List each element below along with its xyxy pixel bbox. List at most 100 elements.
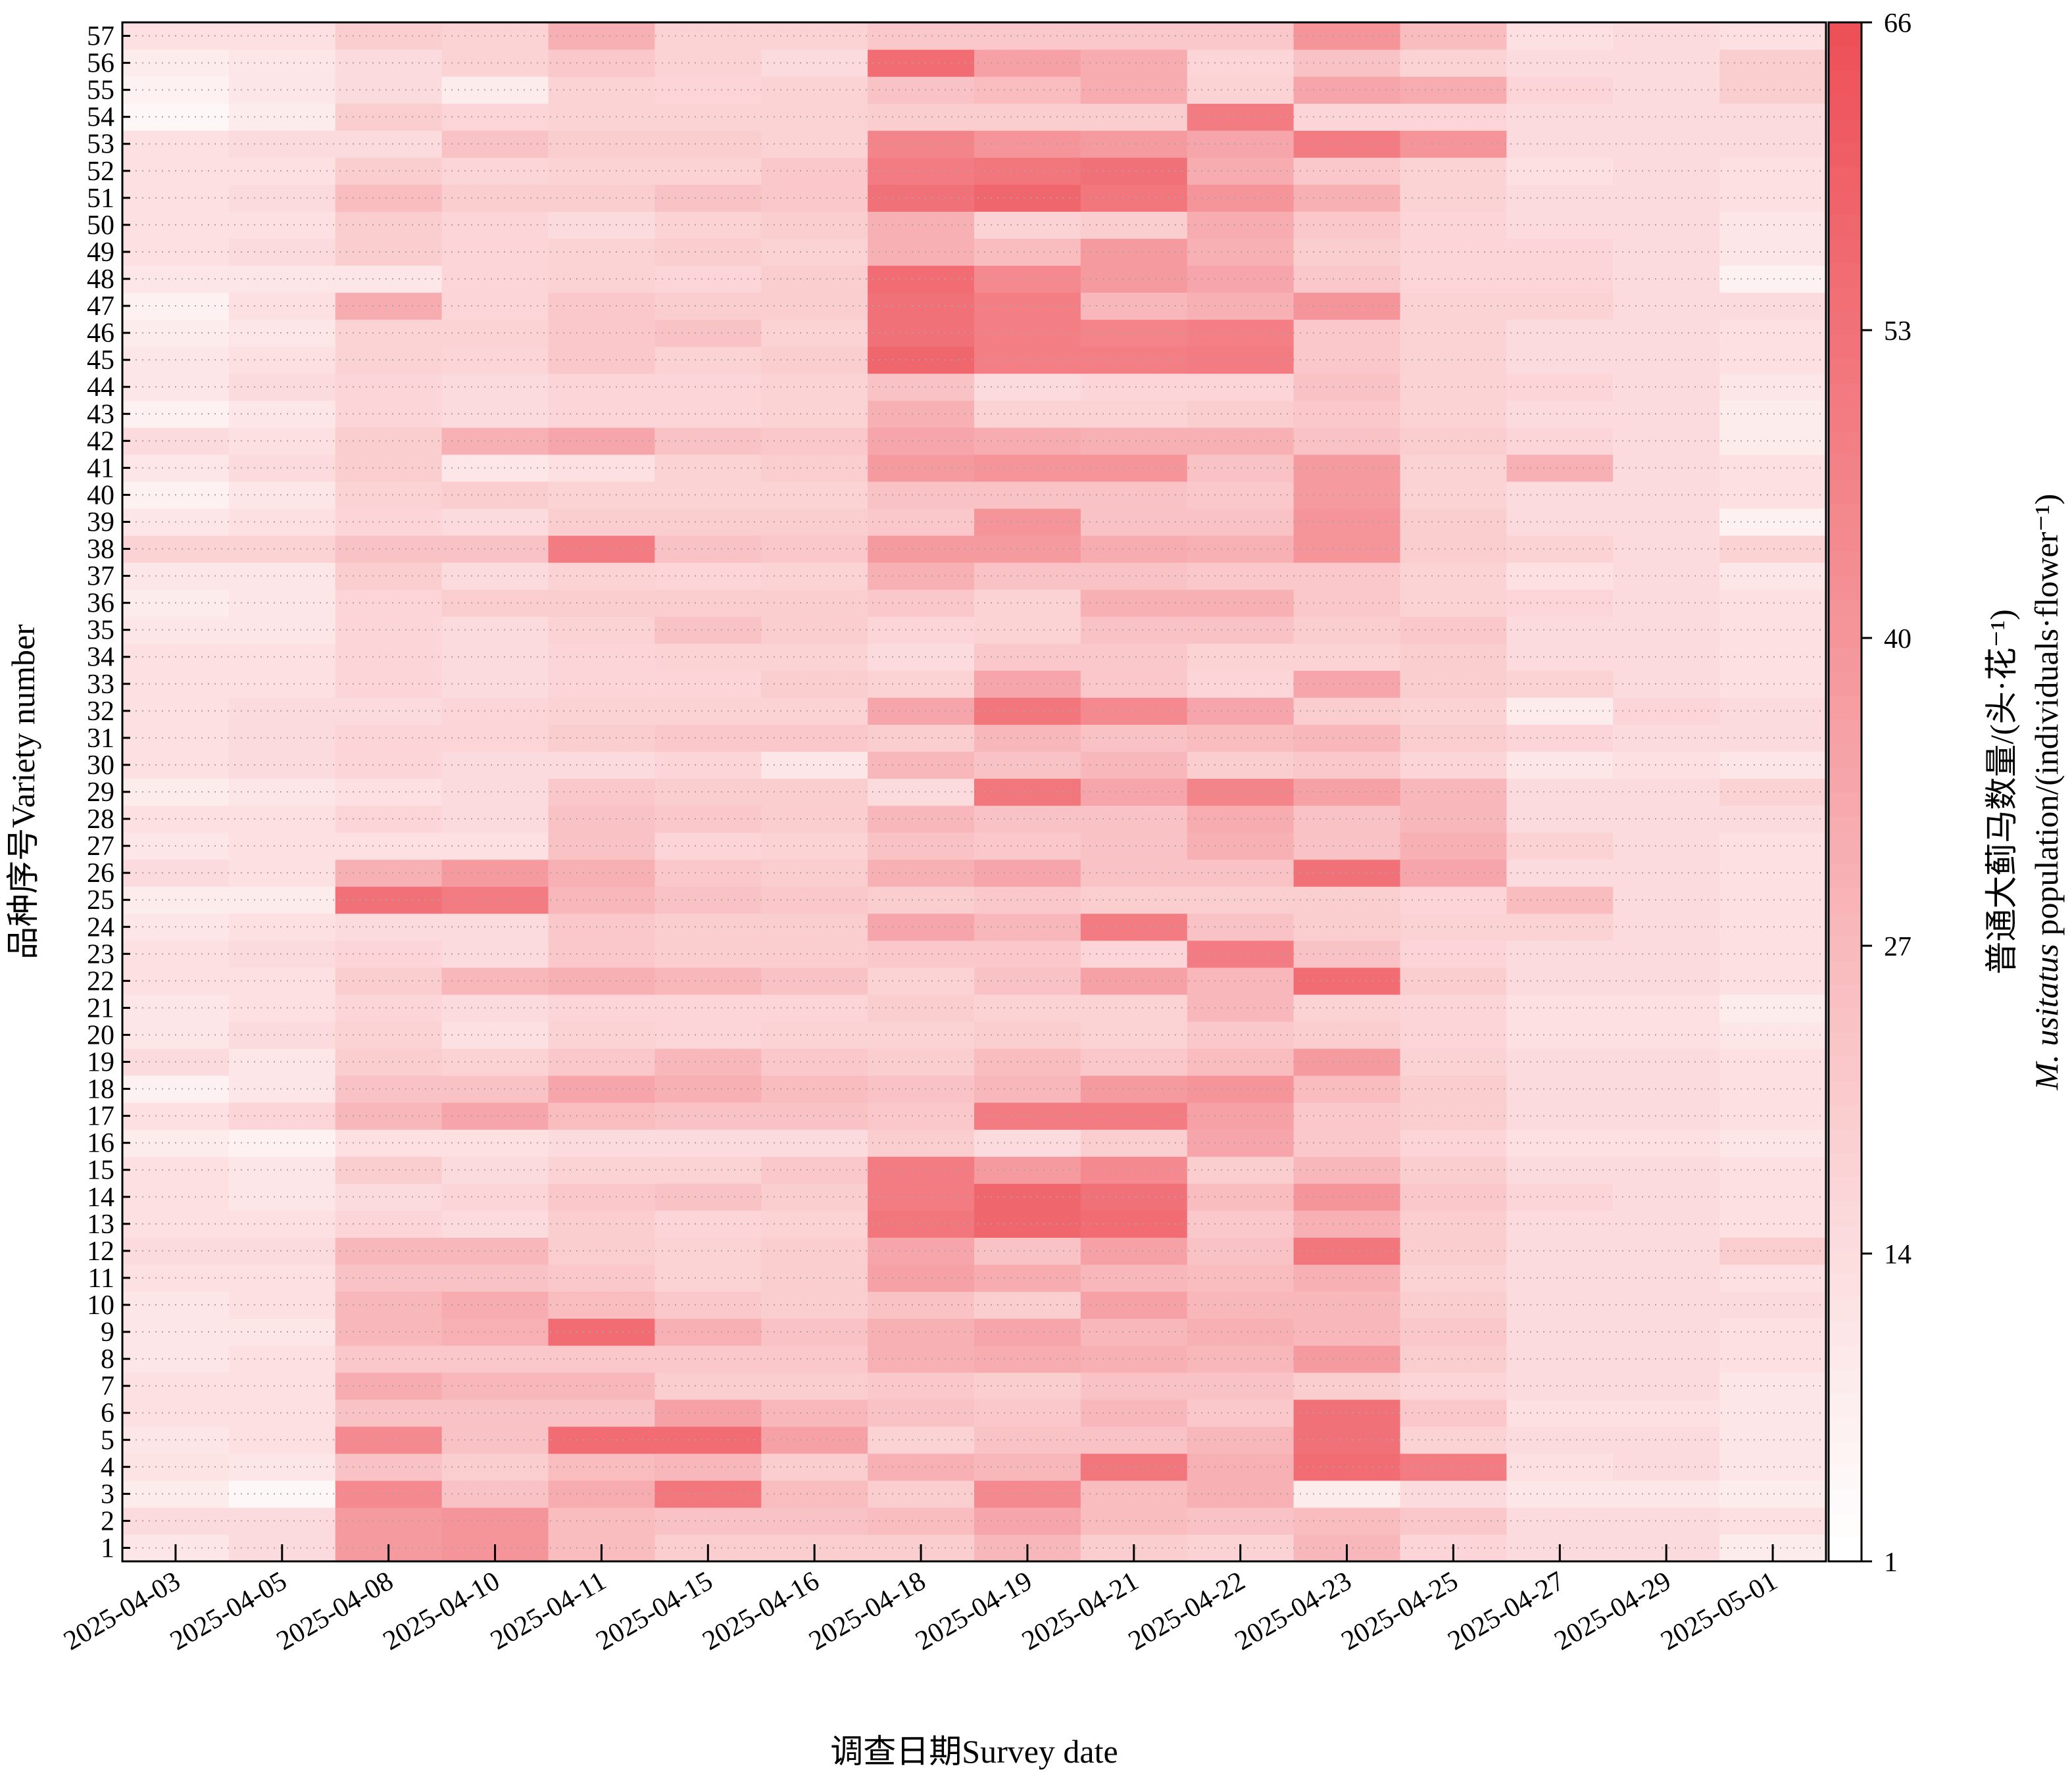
heatmap-cell	[1400, 1426, 1507, 1454]
colorbar-segment	[1829, 840, 1862, 865]
heatmap-cell	[1506, 427, 1614, 455]
colorbar-segment	[1829, 1417, 1862, 1442]
heatmap-cell	[1187, 1183, 1295, 1211]
colorbar-segment	[1829, 166, 1862, 191]
heatmap-cell	[1080, 913, 1188, 941]
heatmap-cell	[1080, 562, 1188, 590]
heatmap-cell	[228, 886, 336, 914]
heatmap-cell	[228, 1291, 336, 1319]
heatmap-cell	[548, 670, 655, 698]
heatmap-cell	[1506, 292, 1614, 320]
heatmap-cell	[1719, 1345, 1827, 1373]
heatmap-cell	[974, 1264, 1081, 1292]
heatmap-cell	[1719, 22, 1827, 50]
heatmap-cell	[761, 1372, 868, 1400]
y-tick-label: 16	[87, 1129, 114, 1159]
y-axis-ticks: 1234567891011121314151617181920212223242…	[87, 22, 130, 1563]
colorbar-segment	[1829, 1032, 1862, 1057]
y-tick-label: 17	[87, 1102, 114, 1132]
colorbar-segment	[1829, 1104, 1862, 1129]
heatmap-cell	[1400, 508, 1507, 536]
heatmap-cell	[548, 616, 655, 644]
heatmap-cell	[548, 886, 655, 914]
heatmap-cell	[1187, 1480, 1295, 1508]
colorbar-segment	[1829, 551, 1862, 576]
y-tick-label: 8	[101, 1344, 114, 1375]
heatmap-cell	[1080, 238, 1188, 266]
heatmap-cell	[548, 1372, 655, 1400]
colorbar-segment	[1829, 118, 1862, 143]
heatmap-cell	[228, 481, 336, 509]
heatmap-cell	[548, 481, 655, 509]
heatmap-cell	[548, 535, 655, 563]
heatmap-cell	[548, 1237, 655, 1265]
heatmap-cell	[1080, 1345, 1188, 1373]
heatmap-cell	[228, 211, 336, 239]
heatmap-cell	[1187, 1210, 1295, 1238]
heatmap-cell	[1187, 1048, 1295, 1076]
heatmap-cell	[974, 22, 1081, 50]
heatmap-cell	[974, 103, 1081, 131]
colorbar-segment	[1829, 310, 1862, 335]
y-tick-label: 13	[87, 1209, 114, 1240]
heatmap-cell	[1080, 265, 1188, 293]
heatmap-cell	[1187, 562, 1295, 590]
heatmap-cell	[1400, 1129, 1507, 1157]
heatmap-cell	[1506, 994, 1614, 1022]
heatmap-cell	[1187, 130, 1295, 158]
colorbar-tick-label: 40	[1884, 624, 1912, 654]
x-tick-label: 2025-04-21	[1017, 1566, 1144, 1657]
colorbar-ticks: 1 14 27 40 53 66	[1862, 9, 1912, 1578]
heatmap-cell	[1400, 1291, 1507, 1319]
heatmap-cell	[974, 1318, 1081, 1346]
heatmap-cell	[761, 616, 868, 644]
heatmap-cell	[548, 1399, 655, 1427]
heatmap-cell	[548, 508, 655, 536]
heatmap-cell	[1080, 157, 1188, 185]
heatmap-cell	[761, 670, 868, 698]
x-tick-label: 2025-04-18	[804, 1566, 931, 1657]
heatmap-cell	[761, 238, 868, 266]
heatmap-cell	[1719, 1210, 1827, 1238]
y-tick-label: 2	[101, 1506, 114, 1536]
heatmap-cell	[974, 589, 1081, 617]
y-tick-label: 31	[87, 723, 114, 754]
heatmap-cell	[1506, 1453, 1614, 1481]
heatmap-cell	[1400, 1399, 1507, 1427]
heatmap-cell	[1506, 751, 1614, 779]
heatmap-cell	[1400, 76, 1507, 104]
y-tick-label: 23	[87, 939, 114, 969]
heatmap-cell	[1080, 211, 1188, 239]
y-tick-label: 7	[101, 1371, 114, 1402]
heatmap-cell	[1080, 1237, 1188, 1265]
x-tick-label: 2025-04-15	[591, 1566, 718, 1657]
heatmap-cell	[974, 427, 1081, 455]
heatmap-cell	[228, 1237, 336, 1265]
heatmap-cell	[974, 859, 1081, 887]
y-tick-label: 14	[87, 1183, 114, 1213]
y-tick-label: 35	[87, 616, 114, 646]
heatmap-cell	[1080, 1453, 1188, 1481]
y-tick-label: 43	[87, 399, 114, 429]
y-tick-label: 57	[87, 22, 114, 52]
heatmap-cell	[548, 1183, 655, 1211]
heatmap-cell	[228, 1372, 336, 1400]
heatmap-cell	[974, 724, 1081, 752]
heatmap-cell	[548, 1453, 655, 1481]
y-tick-label: 54	[87, 103, 114, 133]
heatmap-cell	[1080, 724, 1188, 752]
x-tick-label: 2025-04-19	[910, 1566, 1037, 1657]
heatmap-cell	[1080, 184, 1188, 212]
heatmap-cell	[1719, 616, 1827, 644]
heatmap-cell	[1187, 940, 1295, 968]
heatmap-cell	[1719, 400, 1827, 428]
colorbar-segment	[1829, 335, 1862, 360]
heatmap-cell	[228, 400, 336, 428]
heatmap-cell	[1080, 319, 1188, 347]
heatmap-cell	[1506, 211, 1614, 239]
heatmap-cell	[974, 886, 1081, 914]
heatmap-cell	[1187, 76, 1295, 104]
y-tick-label: 51	[87, 183, 114, 214]
y-tick-label: 47	[87, 291, 114, 322]
heatmap-cell	[761, 994, 868, 1022]
